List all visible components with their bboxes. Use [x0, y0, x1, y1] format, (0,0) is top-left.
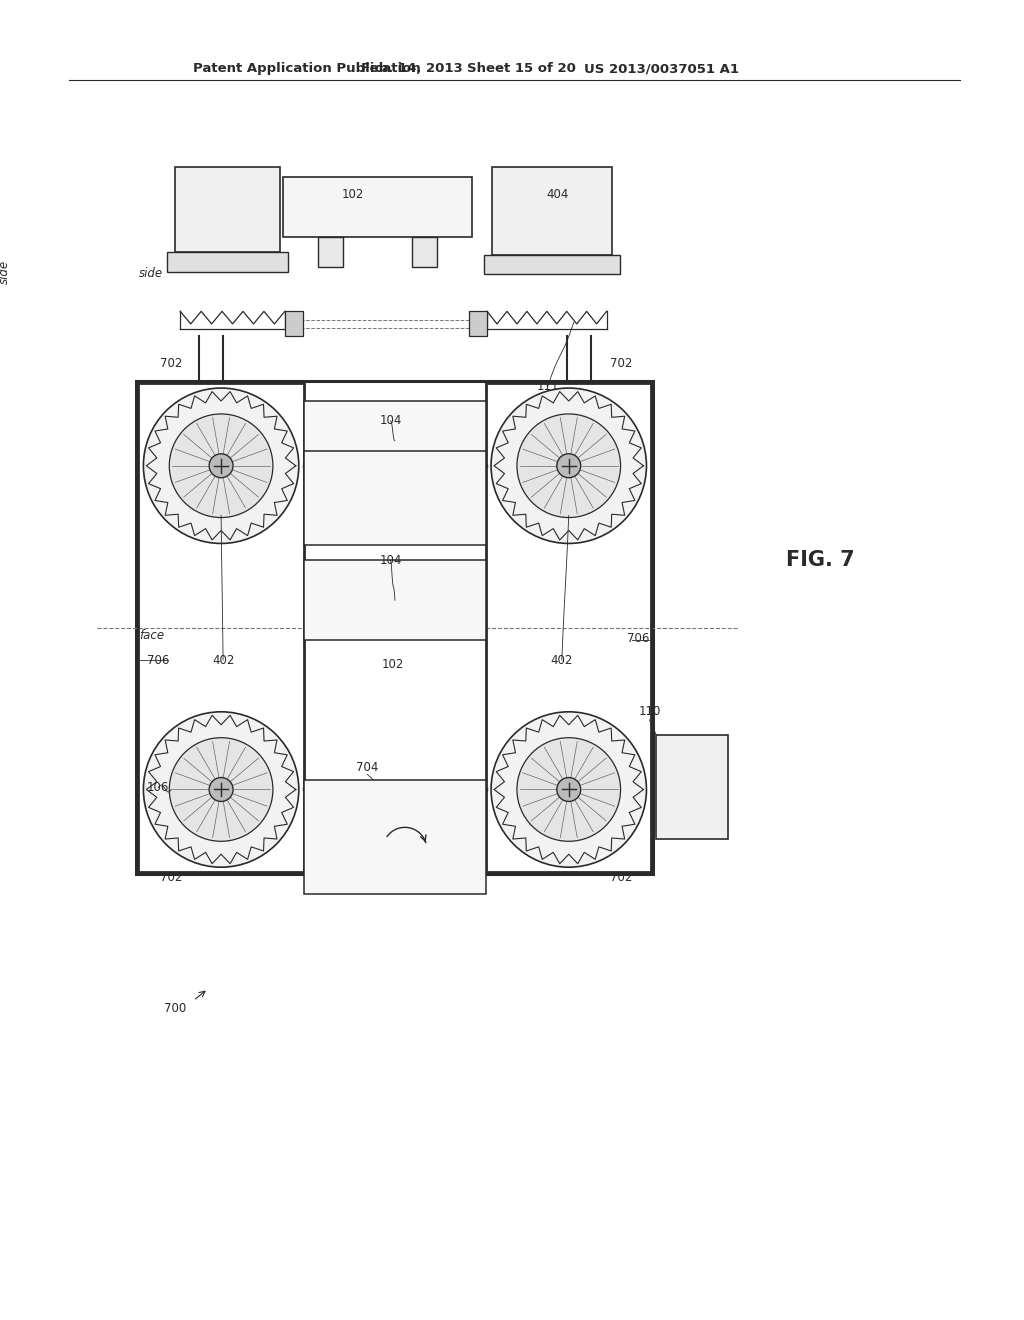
Bar	[138, 383, 304, 873]
Text: 111: 111	[537, 380, 559, 392]
Circle shape	[209, 454, 233, 478]
Text: 104: 104	[379, 414, 401, 428]
Text: Patent Application Publication: Patent Application Publication	[194, 62, 421, 75]
Circle shape	[169, 414, 273, 517]
Text: 104: 104	[379, 554, 401, 566]
Text: 706: 706	[147, 653, 170, 667]
Bar	[413, 236, 437, 267]
Bar	[493, 166, 611, 255]
Bar	[304, 451, 486, 545]
Text: 702: 702	[160, 871, 182, 883]
Bar	[656, 735, 728, 840]
Bar	[283, 177, 472, 236]
Bar	[304, 780, 486, 894]
Text: face: face	[139, 628, 164, 642]
Text: Feb. 14, 2013: Feb. 14, 2013	[360, 62, 462, 75]
Text: 404: 404	[547, 189, 569, 201]
Text: 700: 700	[164, 1002, 186, 1015]
Circle shape	[517, 738, 621, 841]
Circle shape	[557, 454, 581, 478]
Text: 106: 106	[147, 781, 170, 795]
Circle shape	[492, 388, 646, 544]
Text: 706: 706	[628, 631, 649, 644]
Bar	[285, 312, 303, 337]
Text: 702: 702	[610, 871, 633, 883]
Bar	[469, 312, 487, 337]
Bar	[304, 401, 486, 480]
Circle shape	[143, 388, 299, 544]
Text: side: side	[139, 267, 164, 280]
Text: 110: 110	[638, 705, 660, 718]
Text: 402: 402	[551, 653, 573, 667]
Circle shape	[492, 711, 646, 867]
Text: US 2013/0037051 A1: US 2013/0037051 A1	[584, 62, 738, 75]
Text: side: side	[0, 260, 10, 284]
Text: 702: 702	[160, 356, 182, 370]
Bar	[167, 252, 288, 272]
Circle shape	[209, 777, 233, 801]
Bar	[136, 381, 653, 874]
Bar	[317, 236, 343, 267]
Bar	[484, 255, 620, 275]
Text: FIG. 7: FIG. 7	[786, 550, 855, 570]
Bar	[175, 166, 280, 252]
Text: 102: 102	[381, 659, 403, 672]
Text: Sheet 15 of 20: Sheet 15 of 20	[467, 62, 577, 75]
Bar	[486, 383, 651, 873]
Circle shape	[517, 414, 621, 517]
Text: 702: 702	[610, 356, 633, 370]
Bar	[304, 561, 486, 640]
Circle shape	[143, 711, 299, 867]
Text: 704: 704	[356, 762, 379, 774]
Text: 402: 402	[212, 653, 234, 667]
Circle shape	[557, 777, 581, 801]
Circle shape	[169, 738, 273, 841]
Text: 102: 102	[341, 189, 364, 201]
